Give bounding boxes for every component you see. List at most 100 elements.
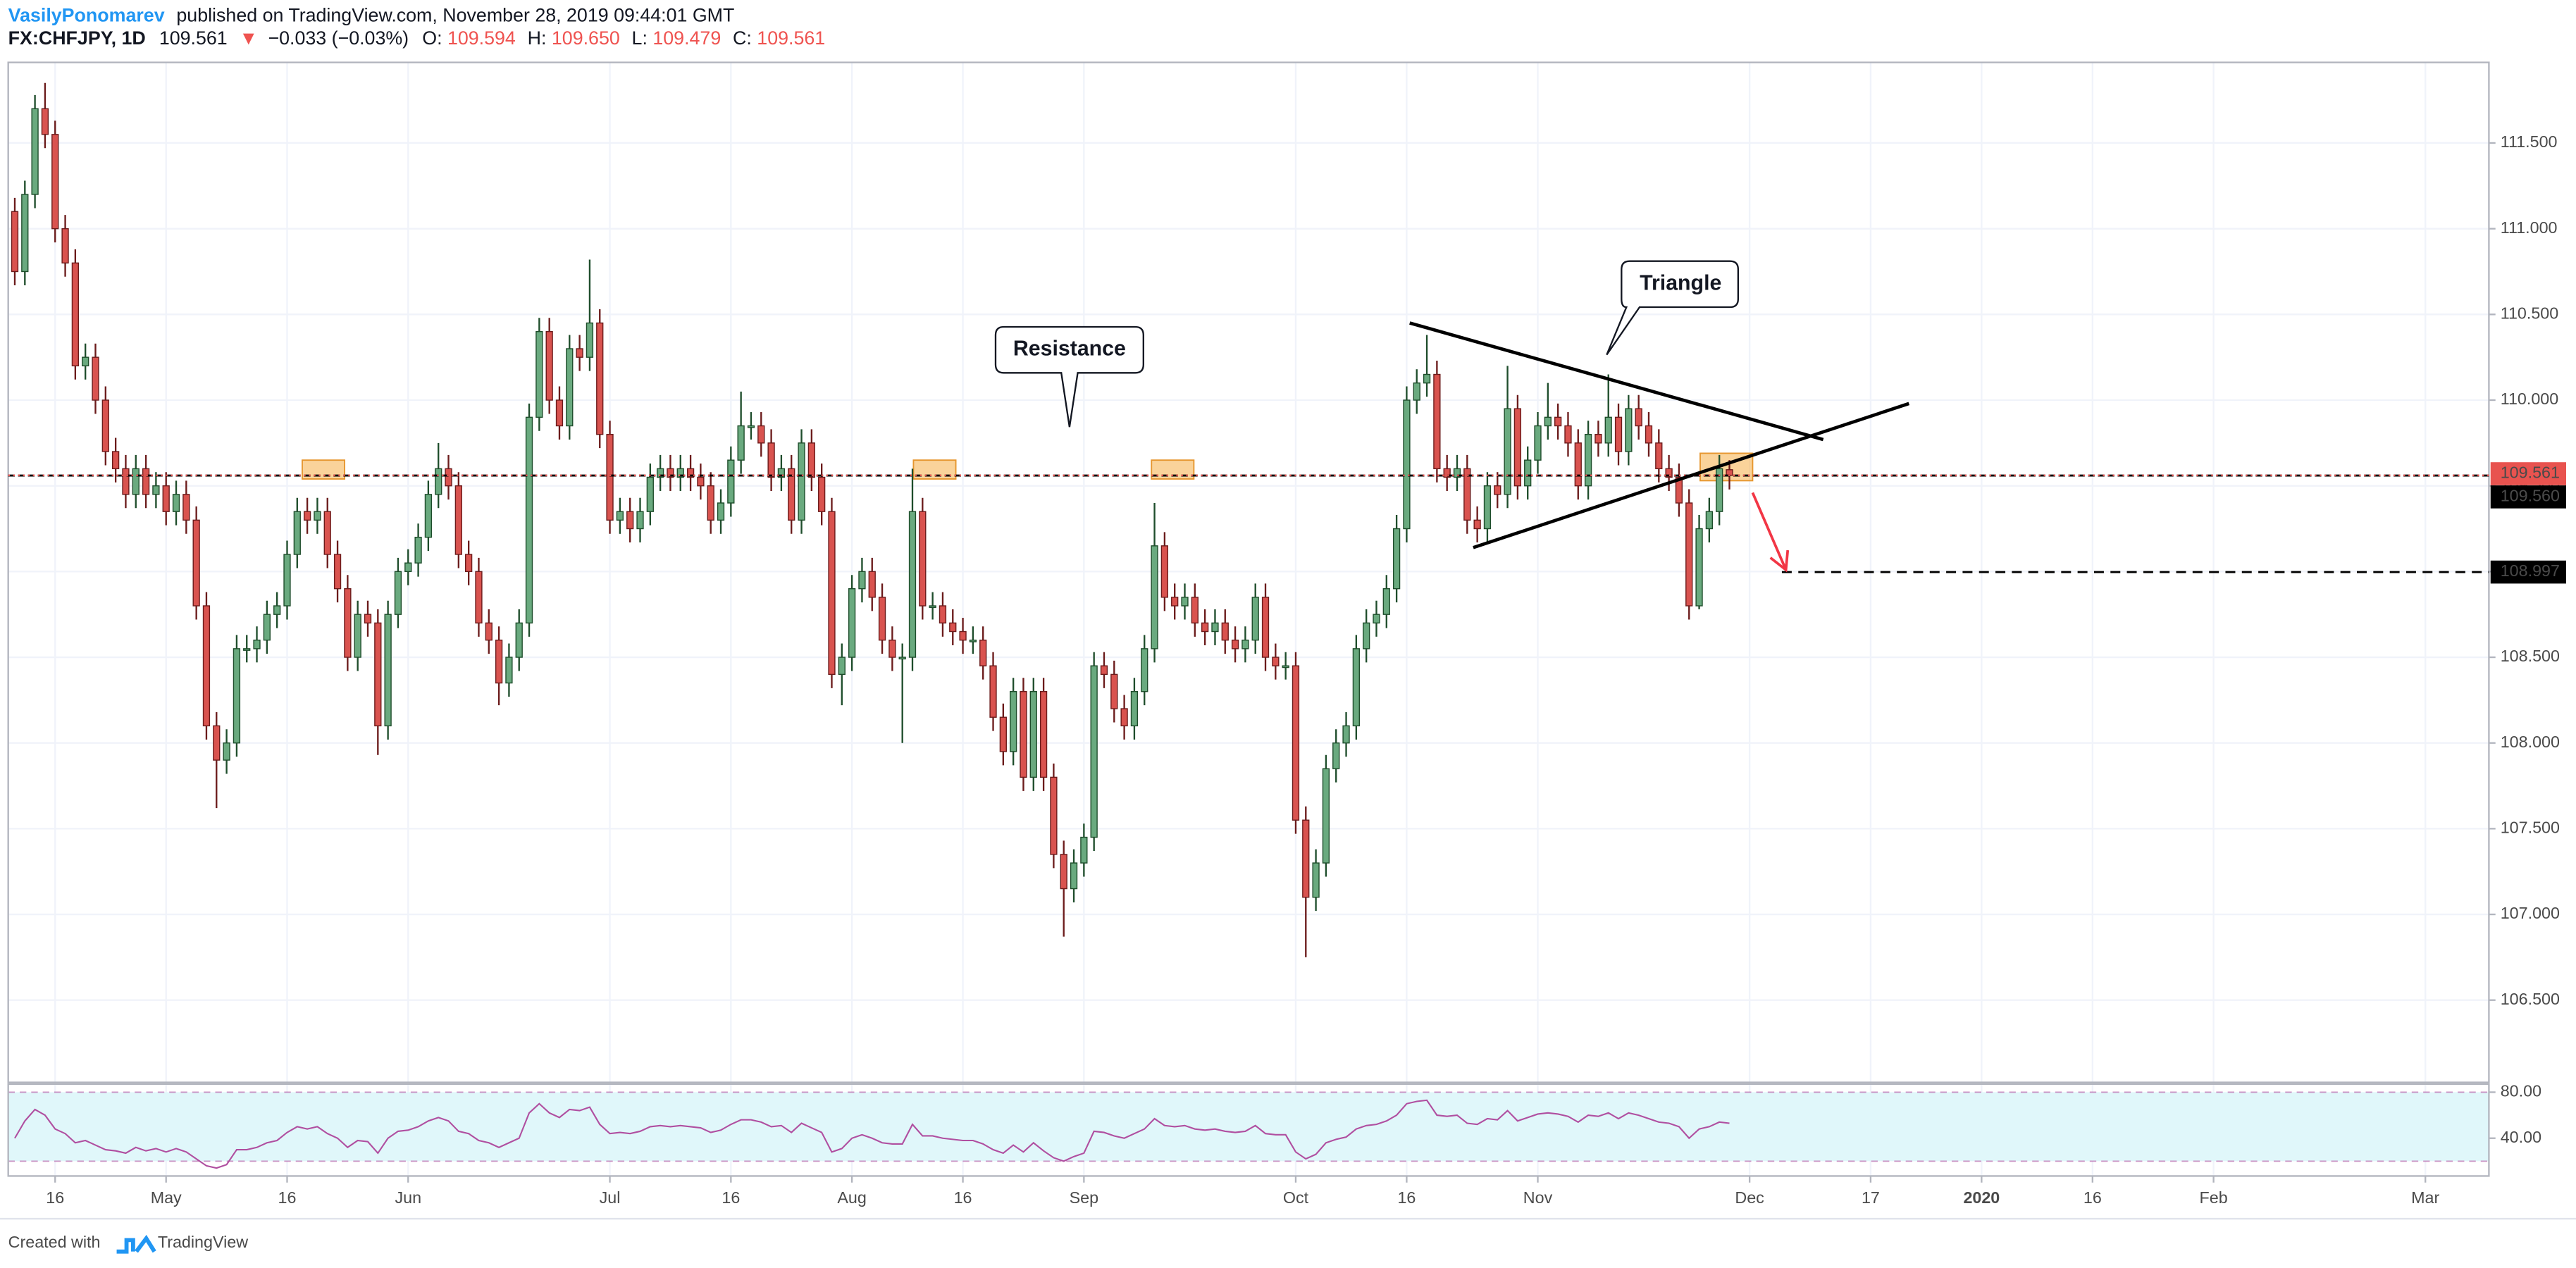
candle-body xyxy=(505,657,513,684)
candle-body xyxy=(616,511,624,521)
candle-body xyxy=(515,622,523,658)
candle-body xyxy=(485,622,493,641)
candle-body xyxy=(223,742,230,761)
candle-body xyxy=(1655,442,1663,470)
candle-body xyxy=(182,494,190,521)
candle-body xyxy=(1382,588,1390,615)
candle-body xyxy=(1604,416,1612,444)
candle-body xyxy=(1443,468,1451,478)
footer-brand[interactable]: TradingView xyxy=(158,1233,248,1251)
callout-box xyxy=(994,325,1144,428)
candle-body xyxy=(919,511,927,607)
candle-body xyxy=(21,194,29,273)
candle-body xyxy=(1463,468,1471,521)
low-label: L: xyxy=(632,27,648,49)
close-value: 109.561 xyxy=(757,27,825,49)
footer-text: Created with xyxy=(8,1233,101,1251)
candle-body xyxy=(767,442,775,478)
callout-box xyxy=(1606,260,1740,356)
candle-body xyxy=(283,554,291,607)
candle-body xyxy=(394,571,402,615)
price-label-box xyxy=(2490,485,2566,509)
candle-body xyxy=(848,588,856,658)
candle-body xyxy=(858,571,866,590)
candle-body xyxy=(11,211,19,273)
candle-body xyxy=(676,468,684,478)
x-tick-label: Sep xyxy=(1070,1188,1098,1207)
low-value: 109.479 xyxy=(652,27,721,49)
candle-body xyxy=(1221,622,1229,641)
candle-body xyxy=(1685,502,1693,607)
candle-body xyxy=(333,554,342,590)
candle-body xyxy=(828,511,836,676)
candle-body xyxy=(1120,708,1128,727)
author[interactable]: VasilyPonomarev xyxy=(8,4,165,25)
candle-body xyxy=(1504,408,1511,495)
candle-body xyxy=(686,468,695,478)
candle-body xyxy=(1625,408,1633,452)
x-tick-label: Mar xyxy=(2411,1188,2439,1207)
candle-body xyxy=(1141,648,1148,692)
published: published on TradingView.com, November 2… xyxy=(176,4,734,25)
candle-body xyxy=(1312,862,1320,898)
candle-body xyxy=(172,494,180,512)
x-tick-label: Aug xyxy=(837,1188,866,1207)
footer-logo[interactable] xyxy=(116,1234,156,1254)
price-label: 109.560 xyxy=(2501,487,2560,505)
candle-body xyxy=(424,494,433,538)
candle-body xyxy=(374,622,382,727)
candle-body xyxy=(929,605,936,609)
candle-body xyxy=(1060,854,1067,890)
x-tick-label: 16 xyxy=(1397,1188,1416,1207)
candle-body xyxy=(1282,665,1289,669)
candle-body xyxy=(908,511,917,658)
candle-body xyxy=(61,228,69,264)
change: −0.033 (−0.03%) xyxy=(268,27,409,49)
y-tick-label: 107.500 xyxy=(2501,819,2560,837)
x-tick-label: 16 xyxy=(278,1188,297,1207)
candle-body xyxy=(152,485,160,495)
x-tick-label: 16 xyxy=(2083,1188,2102,1207)
candle-body xyxy=(1544,416,1552,427)
rsi-pane-frame xyxy=(7,1083,2490,1177)
last-price: 109.561 xyxy=(159,27,228,49)
y-tick-label: 110.000 xyxy=(2501,390,2559,408)
open-value: 109.594 xyxy=(447,27,516,49)
candle-body xyxy=(414,536,422,564)
x-tick-label: 16 xyxy=(722,1188,740,1207)
candle-body xyxy=(656,468,664,478)
candle-body xyxy=(535,330,543,418)
candle-body xyxy=(949,622,957,633)
candle-body xyxy=(1534,425,1542,461)
candle-body xyxy=(1201,622,1209,633)
candle-body xyxy=(636,511,644,530)
candle-body xyxy=(1211,622,1219,633)
candle-body xyxy=(1564,425,1572,444)
candle-body xyxy=(1080,836,1088,864)
candle-body xyxy=(757,425,765,444)
price-label-box xyxy=(2490,560,2566,584)
candle-body xyxy=(1423,373,1431,384)
candle-body xyxy=(243,648,251,651)
candle-body xyxy=(1524,459,1532,487)
candle-body xyxy=(253,639,261,649)
candle-body xyxy=(162,485,170,512)
candle-body xyxy=(344,588,352,658)
candle-body xyxy=(1413,382,1420,401)
candle-body xyxy=(323,511,331,555)
candle-body xyxy=(1050,776,1058,855)
open-label: O: xyxy=(422,27,442,49)
callout-text: Resistance xyxy=(1013,337,1126,361)
candle-body xyxy=(404,562,412,573)
candle-body xyxy=(1574,442,1582,487)
candle-body xyxy=(1110,673,1118,709)
candle-body xyxy=(465,554,473,573)
candle-body xyxy=(1373,614,1380,624)
candle-body xyxy=(576,348,583,358)
candle-body xyxy=(1726,469,1733,476)
candle-body xyxy=(263,614,271,641)
candle-body xyxy=(1090,665,1098,838)
candle-body xyxy=(1251,597,1259,641)
candle-body xyxy=(818,476,826,512)
